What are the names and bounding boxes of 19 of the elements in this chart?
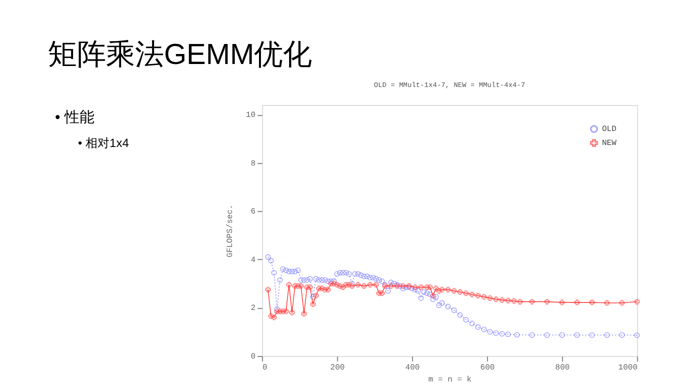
x-tick-label: 400 <box>405 364 420 372</box>
legend-label: NEW <box>602 139 617 148</box>
y-tick-label: 2 <box>250 304 256 314</box>
y-tick-label: 4 <box>250 256 256 265</box>
x-tick-label: 0 <box>262 364 268 372</box>
x-axis-title: m = n = k <box>428 376 472 384</box>
y-tick-label: 0 <box>250 352 256 362</box>
text: • 性能 <box>55 109 94 126</box>
chart-title: 矩阵乘法GEMM优化 <box>48 39 312 71</box>
x-tick-label: 800 <box>555 364 570 372</box>
y-tick-label: 6 <box>250 208 256 217</box>
text: • 相对1x4 <box>78 136 130 150</box>
legend-label: OLD <box>602 125 617 134</box>
x-tick-label: 600 <box>480 364 495 372</box>
y-tick-label: 8 <box>250 159 256 168</box>
y-tick-label: 10 <box>246 111 256 120</box>
y-axis-title: GFLOPS/sec. <box>226 204 235 258</box>
x-tick-label: 200 <box>330 364 345 372</box>
x-tick-label: 1000 <box>618 364 638 372</box>
